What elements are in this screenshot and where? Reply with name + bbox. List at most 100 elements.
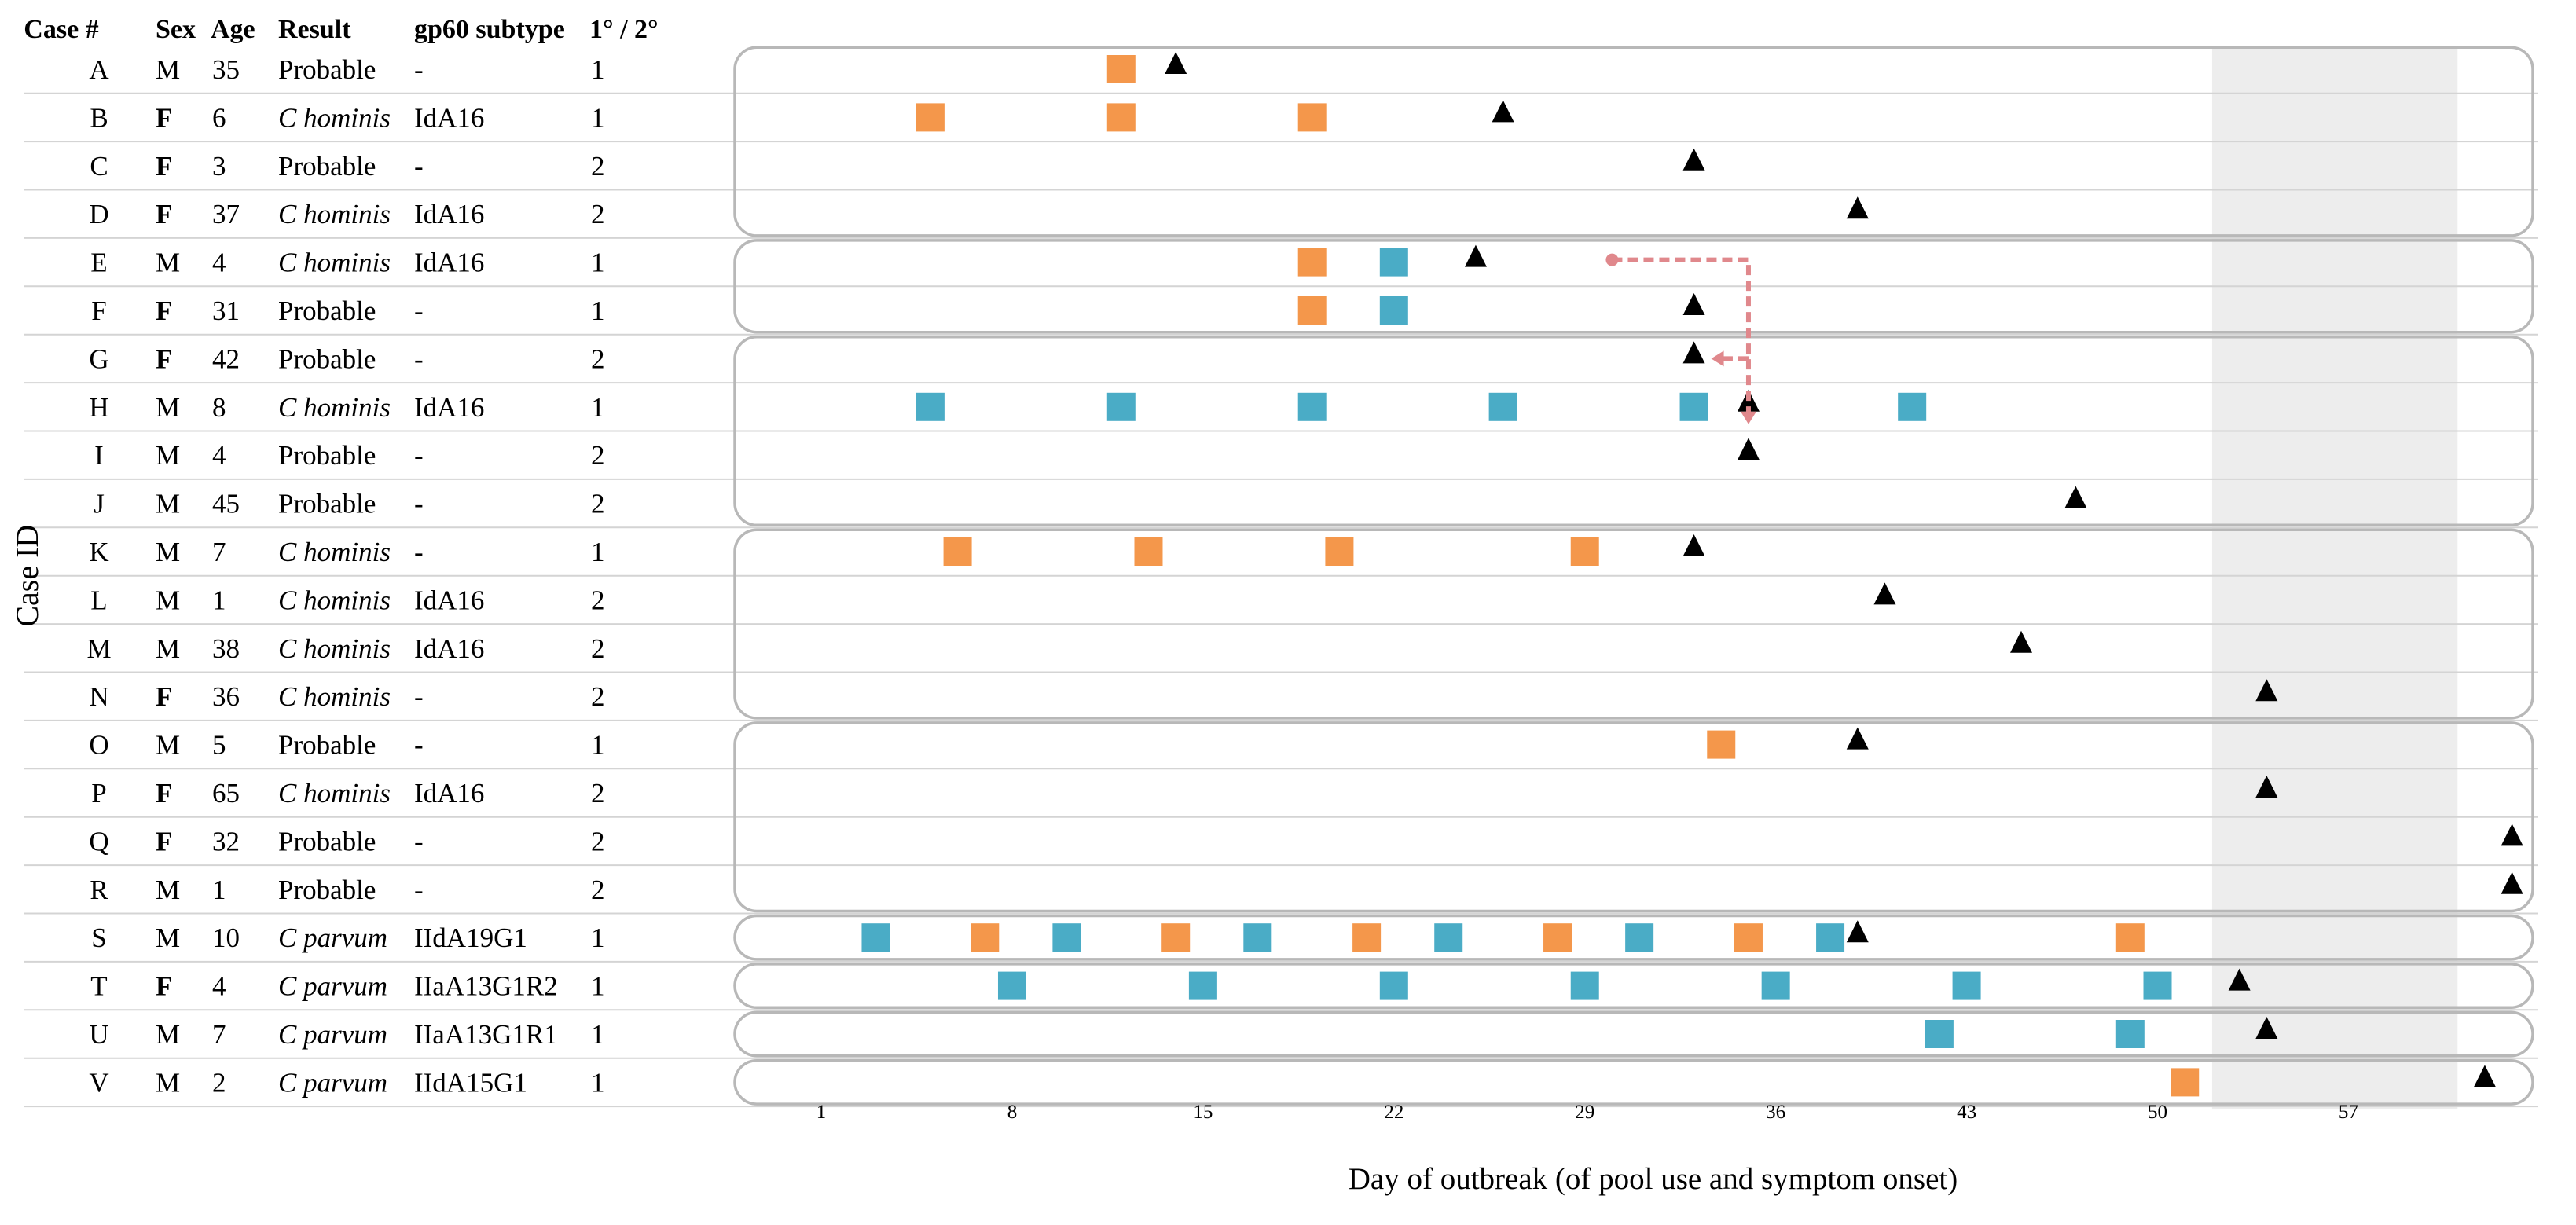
subtype-cell: - (414, 875, 424, 905)
pool-use-marker-orange (2115, 923, 2145, 952)
subtype-cell: - (414, 730, 424, 761)
result-species-cell: C hominis (278, 199, 391, 229)
primary-secondary-cell: 2 (591, 681, 605, 712)
sex-cell: F (156, 343, 172, 374)
sex-cell: M (156, 922, 180, 953)
result-cell: Probable (278, 151, 376, 182)
age-cell: 42 (212, 343, 240, 374)
primary-secondary-cell: 2 (591, 585, 605, 615)
sex-cell: M (156, 248, 180, 278)
result-cell: Probable (278, 54, 376, 85)
pool-use-marker-orange (1734, 923, 1763, 952)
pool-use-marker-orange (943, 537, 972, 566)
age-cell: 36 (212, 681, 240, 712)
case-group-box (733, 46, 2534, 237)
primary-secondary-cell: 2 (591, 875, 605, 905)
subtype-cell: IdA16 (414, 102, 484, 133)
age-cell: 2 (212, 1067, 226, 1098)
transmission-arrow-head-branch (1711, 350, 1724, 367)
age-cell: 35 (212, 54, 240, 85)
x-tick-label: 36 (1766, 1102, 1785, 1123)
subtype-cell: IIdA19G1 (414, 922, 527, 953)
case-id-label: V (89, 1067, 108, 1098)
result-species-cell: C hominis (278, 537, 391, 567)
case-group-box (733, 239, 2534, 334)
primary-secondary-cell: 2 (591, 489, 605, 519)
pool-use-marker-blue (1679, 392, 1708, 421)
pool-use-marker-orange (971, 923, 1000, 952)
symptom-onset-marker (1682, 148, 1705, 171)
subtype-cell: - (414, 489, 424, 519)
result-species-cell: C parvum (278, 922, 387, 953)
column-header: Result (278, 15, 351, 44)
symptom-onset-marker (2501, 871, 2523, 894)
age-cell: 32 (212, 826, 240, 856)
case-group-box (733, 914, 2534, 961)
pool-use-marker-orange (1106, 55, 1136, 83)
sex-cell: M (156, 1067, 180, 1098)
subtype-cell: IdA16 (414, 199, 484, 229)
subtype-cell: IIaA13G1R1 (414, 1019, 558, 1050)
subtype-cell: - (414, 54, 424, 85)
column-header: Case # (24, 15, 98, 44)
sex-cell: M (156, 1019, 180, 1050)
sex-cell: M (156, 537, 180, 567)
age-cell: 38 (212, 633, 240, 664)
case-id-label: S (91, 922, 106, 953)
pool-use-marker-blue (916, 392, 945, 421)
transmission-arrow-path (1612, 257, 1751, 413)
symptom-onset-marker (2255, 1017, 2278, 1039)
result-species-cell: C parvum (278, 971, 387, 1002)
event-markers (861, 52, 2523, 1097)
primary-secondary-cell: 2 (591, 633, 605, 664)
transmission-arrow-head (1740, 411, 1756, 424)
x-tick-label: 15 (1193, 1102, 1213, 1123)
symptom-onset-marker (2009, 630, 2032, 653)
case-group-box (733, 528, 2534, 720)
age-cell: 8 (212, 392, 226, 423)
case-id-label: U (89, 1019, 108, 1050)
result-cell: Probable (278, 826, 376, 856)
pool-use-marker-orange (916, 103, 945, 132)
subtype-cell: - (414, 826, 424, 856)
symptom-onset-marker (1846, 920, 1869, 943)
sex-cell: F (156, 778, 172, 809)
sex-cell: M (156, 440, 180, 471)
primary-secondary-cell: 2 (591, 199, 605, 229)
symptom-onset-marker (2228, 968, 2251, 991)
pool-use-marker-blue (1052, 923, 1081, 952)
result-species-cell: C hominis (278, 585, 391, 615)
result-species-cell: C hominis (278, 102, 391, 133)
primary-secondary-cell: 1 (591, 1067, 605, 1098)
age-cell: 4 (212, 971, 226, 1002)
subtype-cell: IIdA15G1 (414, 1067, 527, 1098)
result-species-cell: C hominis (278, 248, 391, 278)
case-id-label: N (89, 681, 108, 712)
age-cell: 1 (212, 875, 226, 905)
pool-use-marker-blue (1761, 971, 1790, 1000)
result-cell: Probable (278, 730, 376, 761)
symptom-onset-marker (1846, 196, 1869, 219)
result-cell: Probable (278, 875, 376, 905)
primary-secondary-cell: 2 (591, 440, 605, 471)
shaded-period-layer (2211, 47, 2458, 1110)
primary-secondary-cell: 1 (591, 1019, 605, 1050)
transmission-arrow-layer (1605, 253, 1756, 424)
pool-use-marker-orange (1106, 103, 1136, 132)
result-species-cell: C hominis (278, 392, 391, 423)
pool-use-marker-orange (1570, 537, 1599, 566)
result-species-cell: C parvum (278, 1067, 387, 1098)
pool-use-marker-blue (1488, 392, 1517, 421)
pool-use-marker-blue (997, 971, 1026, 1000)
case-id-label: K (89, 537, 108, 567)
sex-cell: M (156, 875, 180, 905)
primary-secondary-cell: 1 (591, 971, 605, 1002)
age-cell: 7 (212, 537, 226, 567)
case-group-box (733, 963, 2534, 1010)
column-header: Age (211, 15, 255, 44)
result-species-cell: C hominis (278, 633, 391, 664)
symptom-onset-marker (1873, 582, 1896, 605)
pool-use-marker-blue (1570, 971, 1599, 1000)
pool-use-marker-blue (1434, 923, 1463, 952)
case-id-label: M (86, 633, 111, 664)
